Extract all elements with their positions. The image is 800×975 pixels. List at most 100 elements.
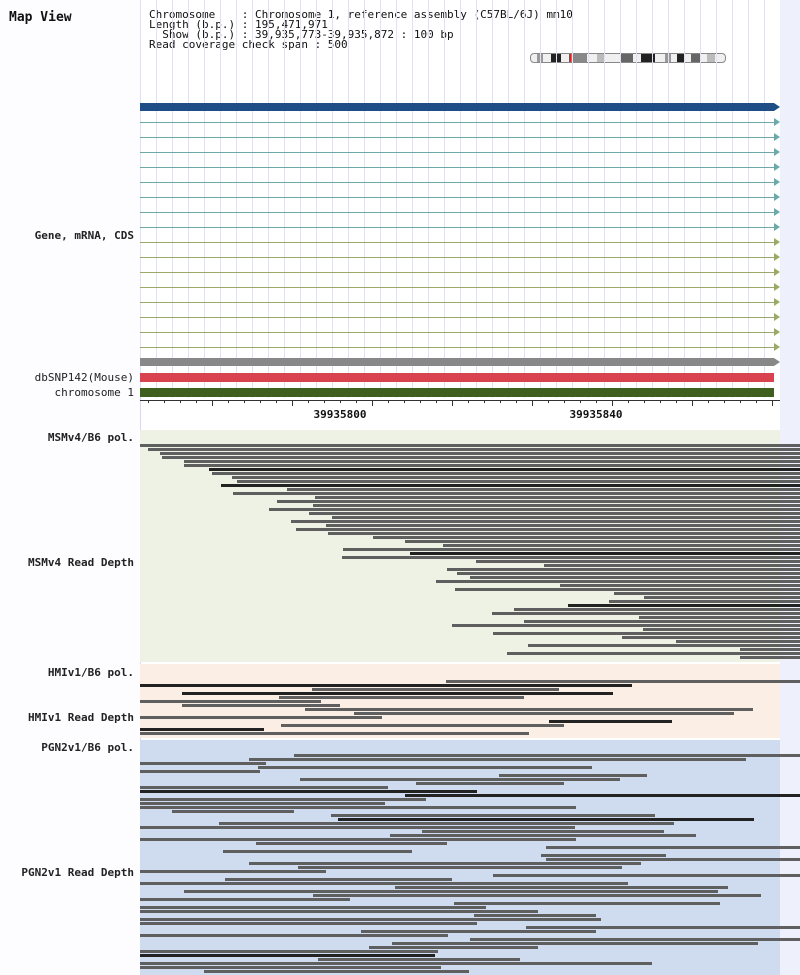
cds-line[interactable] [140,332,774,333]
cds-line[interactable] [140,302,774,303]
mrna-line[interactable] [140,137,774,138]
ruler-tick [756,400,757,403]
mrna-line[interactable] [140,182,774,183]
sequence-read [249,758,746,761]
grid-line [732,0,733,398]
sequence-read [182,704,340,707]
sequence-read [184,464,800,467]
grid-line [748,0,749,398]
mrna-line[interactable] [140,197,774,198]
sequence-read [338,818,754,821]
sequence-read [296,528,800,531]
sequence-read [162,456,800,459]
grid-line [284,0,285,398]
grid-line [444,0,445,398]
strand-arrow-icon [774,328,780,336]
sequence-read [305,708,753,711]
ruler-tick [164,400,165,403]
grid-line [572,0,573,398]
ruler-tick [372,400,373,406]
transcript-bar[interactable] [140,358,774,366]
sequence-read [410,552,800,555]
sequence-read [184,890,718,893]
sequence-read [140,870,326,873]
ruler-tick [628,400,629,403]
sequence-read [560,584,800,587]
chromosome-ideogram[interactable] [530,53,726,63]
sequence-read [405,540,800,543]
ruler-tick [676,400,677,403]
grid-line [540,0,541,398]
grid-line [316,0,317,398]
strand-arrow-icon [774,268,780,276]
strand-arrow-icon [774,103,780,111]
strand-arrow-icon [774,253,780,261]
sequence-read [740,656,800,659]
sequence-read [493,874,800,877]
sequence-read [309,512,800,515]
strand-arrow-icon [774,358,780,366]
cds-line[interactable] [140,317,774,318]
ruler-tick [484,400,485,403]
mrna-line[interactable] [140,212,774,213]
sequence-read [172,810,294,813]
grid-line [380,0,381,398]
sequence-read [644,596,800,599]
grid-line [332,0,333,398]
ruler-tick [564,400,565,403]
sequence-read [140,732,529,735]
ruler-tick [324,400,325,403]
ruler-tick [436,400,437,403]
sequence-read [298,866,622,869]
cds-line[interactable] [140,272,774,273]
track-label-hmi-pol: HMIv1/B6 pol. [47,666,134,679]
mrna-line[interactable] [140,152,774,153]
sequence-read [546,858,800,861]
mrna-line[interactable] [140,167,774,168]
sequence-read [331,814,655,817]
chromosome-track-bar[interactable] [140,388,774,397]
position-ruler: 39935800 39935840 [140,398,780,428]
hmi-read-depth-track[interactable] [140,680,800,738]
chromosome-info: Chromosome : Chromosome 1, reference ass… [149,9,573,50]
sequence-read [140,966,441,969]
grid-line [684,0,685,398]
sequence-read [232,476,800,479]
gene-bar[interactable] [140,103,774,111]
ruler-tick [596,400,597,403]
length-key: Length (b.p.) [149,18,242,31]
ruler-tick [660,400,661,403]
strand-arrow-icon [774,298,780,306]
pgn-read-depth-track[interactable] [140,754,800,975]
grid-line [668,0,669,398]
cds-line[interactable] [140,257,774,258]
sequence-read [281,724,564,727]
ruler-tick [276,400,277,403]
sequence-read [643,628,800,631]
sequence-read [204,970,469,973]
grid-line [652,0,653,398]
cds-line[interactable] [140,287,774,288]
strand-arrow-icon [774,178,780,186]
sequence-read [676,640,800,643]
sequence-read [622,636,800,639]
sequence-read [140,918,601,921]
ruler-tick [340,400,341,403]
ruler-tick [404,400,405,403]
sequence-read [405,794,800,797]
dbsnp-track-bar[interactable] [140,373,774,382]
cds-line[interactable] [140,242,774,243]
sequence-read [392,942,758,945]
msm-read-depth-track[interactable] [140,444,800,662]
mrna-line[interactable] [140,122,774,123]
grid-line [412,0,413,398]
cds-line[interactable] [140,347,774,348]
sequence-read [492,612,800,615]
sequence-read [140,954,435,957]
mrna-line[interactable] [140,227,774,228]
sequence-read [313,894,761,897]
ruler-tick [468,400,469,403]
sequence-read [258,766,592,769]
pgn-pol-panel [140,740,780,754]
sequence-read [342,556,800,559]
